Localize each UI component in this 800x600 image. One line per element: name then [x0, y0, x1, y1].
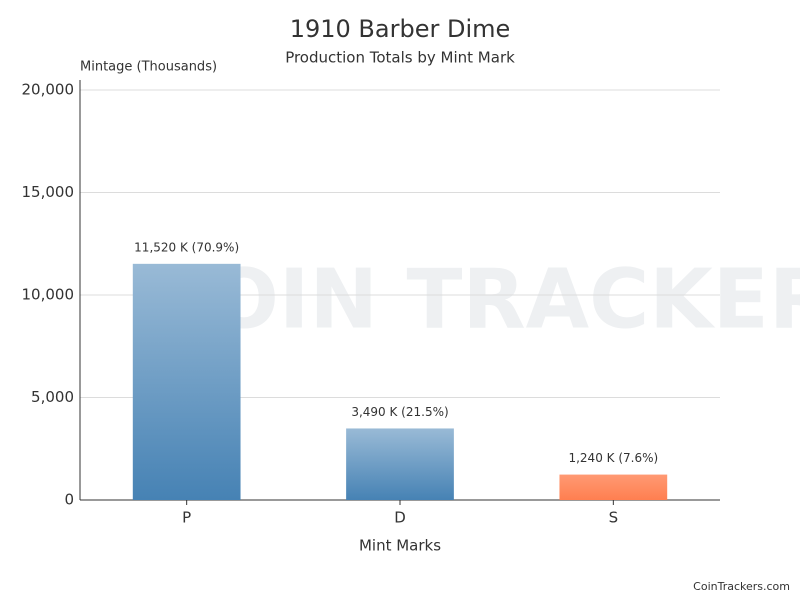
y-axis-label: Mintage (Thousands) — [80, 60, 217, 75]
bar — [346, 428, 454, 500]
chart-title: 1910 Barber Dime — [290, 15, 511, 43]
y-tick-label: 15,000 — [22, 183, 75, 201]
y-tick-label: 0 — [64, 491, 74, 509]
chart-subtitle: Production Totals by Mint Mark — [285, 49, 515, 67]
x-tick-label: P — [182, 509, 191, 527]
credit: CoinTrackers.com — [693, 580, 790, 593]
value-label: 3,490 K (21.5%) — [351, 405, 448, 419]
y-tick-label: 10,000 — [22, 286, 75, 304]
bar — [559, 474, 668, 500]
value-label: 1,240 K (7.6%) — [568, 451, 658, 465]
x-tick-label: S — [609, 509, 619, 527]
bar — [132, 263, 241, 500]
value-label: 11,520 K (70.9%) — [134, 240, 239, 254]
x-axis-label: Mint Marks — [359, 537, 441, 555]
y-tick-label: 20,000 — [22, 81, 75, 99]
watermark: COIN TRACKERS — [149, 252, 800, 347]
x-tick-label: D — [394, 509, 406, 527]
y-tick-label: 5,000 — [31, 388, 74, 406]
